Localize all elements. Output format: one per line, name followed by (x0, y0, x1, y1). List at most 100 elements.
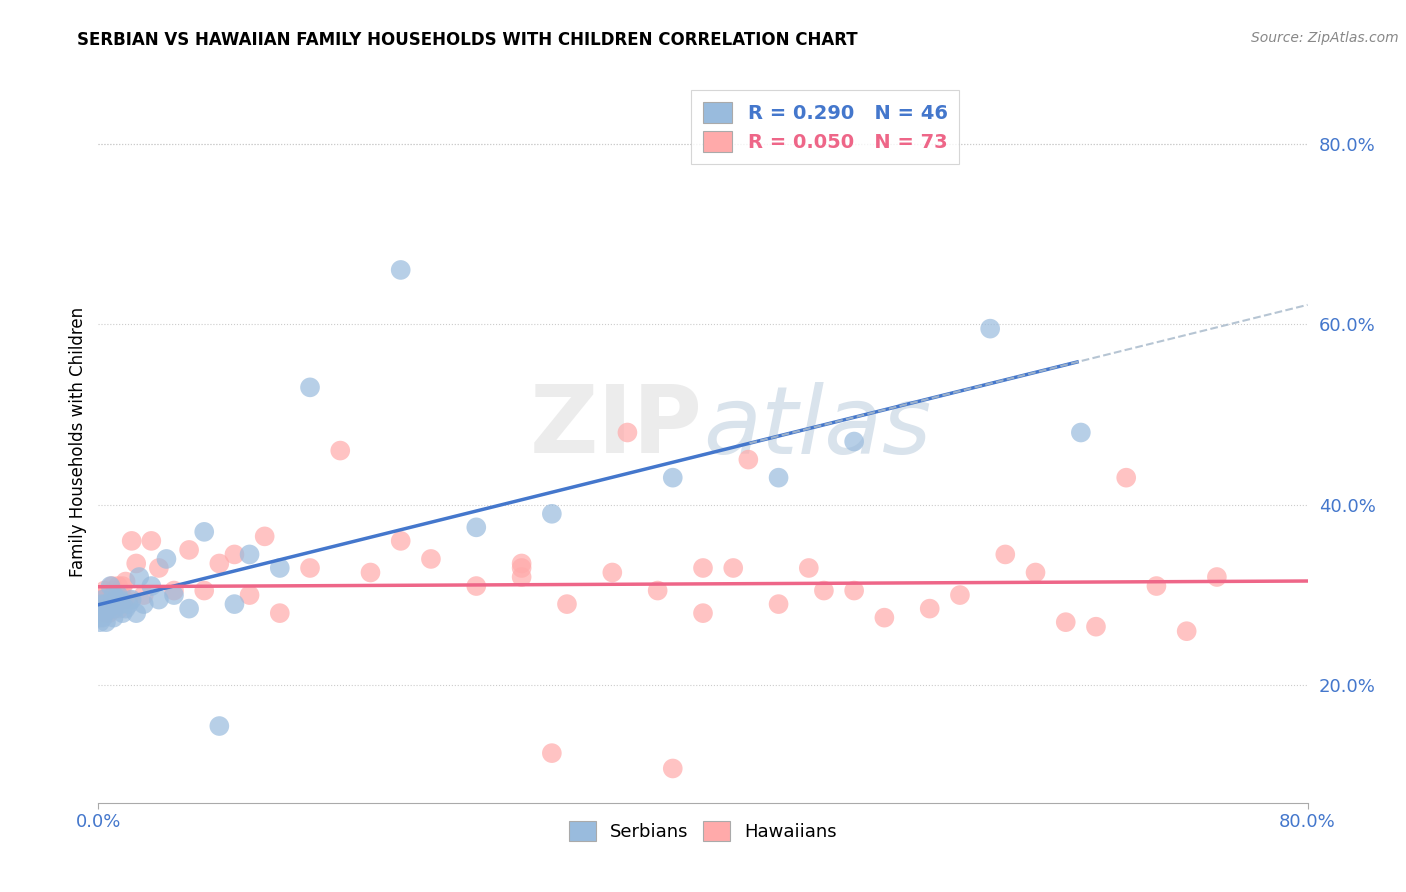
Point (1144, 579, 1167, 593)
Point (105, 592, 128, 607)
Point (141, 579, 163, 593)
Point (98, 601, 121, 615)
Point (141, 533, 163, 548)
Point (114, 601, 136, 615)
Point (98, 606, 121, 620)
Point (163, 588, 186, 602)
Point (100, 579, 122, 593)
Point (239, 548, 262, 562)
Point (96, 601, 118, 615)
Point (111, 579, 134, 593)
Point (105, 588, 128, 602)
Point (91, 592, 114, 607)
Point (1206, 570, 1229, 584)
Point (510, 557, 533, 571)
Point (540, 746, 562, 760)
Point (108, 601, 131, 615)
Point (179, 601, 201, 615)
Point (96, 597, 118, 611)
Point (163, 583, 186, 598)
Point (224, 597, 246, 611)
Point (94, 597, 117, 611)
Point (768, 597, 790, 611)
Point (89, 606, 111, 620)
Point (179, 542, 201, 557)
Point (101, 579, 124, 593)
Point (121, 592, 143, 607)
Point (1115, 471, 1137, 485)
Point (269, 606, 291, 620)
Point (132, 597, 155, 611)
Point (389, 533, 412, 548)
Point (510, 561, 533, 575)
Point (1175, 624, 1198, 639)
Text: ZIP: ZIP (530, 381, 703, 473)
Point (104, 601, 127, 615)
Point (647, 583, 669, 598)
Point (616, 425, 638, 440)
Point (768, 471, 790, 485)
Point (94, 606, 117, 620)
Point (1070, 425, 1092, 440)
Point (98, 588, 121, 602)
Point (979, 321, 1001, 335)
Point (118, 597, 141, 611)
Point (208, 719, 231, 733)
Point (299, 561, 322, 575)
Point (661, 471, 683, 485)
Point (103, 588, 125, 602)
Point (148, 561, 170, 575)
Point (329, 443, 352, 458)
Point (193, 524, 215, 539)
Point (107, 588, 129, 602)
Point (949, 588, 972, 602)
Point (89, 610, 111, 624)
Point (103, 610, 125, 624)
Point (555, 597, 578, 611)
Point (420, 552, 443, 566)
Text: SERBIAN VS HAWAIIAN FAMILY HOUSEHOLDS WITH CHILDREN CORRELATION CHART: SERBIAN VS HAWAIIAN FAMILY HOUSEHOLDS WI… (77, 31, 858, 49)
Point (193, 583, 215, 598)
Point (1024, 566, 1046, 580)
Point (91, 592, 114, 607)
Point (918, 601, 941, 615)
Point (737, 452, 759, 467)
Point (155, 552, 177, 566)
Point (90, 606, 112, 620)
Point (104, 592, 127, 607)
Point (90, 597, 112, 611)
Text: atlas: atlas (703, 382, 931, 473)
Point (661, 762, 683, 776)
Point (94, 592, 117, 607)
Point (844, 583, 866, 598)
Point (132, 588, 155, 602)
Point (118, 592, 141, 607)
Point (91, 610, 114, 624)
Point (239, 588, 262, 602)
Point (110, 597, 132, 611)
Point (93, 606, 115, 620)
Point (112, 592, 135, 607)
Point (93, 583, 115, 598)
Point (110, 588, 132, 602)
Point (101, 597, 124, 611)
Point (465, 520, 488, 534)
Point (94, 615, 117, 630)
Point (114, 574, 136, 589)
Point (1085, 620, 1108, 634)
Point (100, 592, 122, 607)
Point (465, 579, 488, 593)
Point (299, 380, 322, 394)
Point (692, 606, 714, 620)
Point (844, 434, 866, 449)
Point (208, 557, 231, 571)
Point (797, 561, 820, 575)
Point (1054, 615, 1077, 630)
Point (89, 592, 111, 607)
Point (224, 548, 246, 562)
Point (108, 592, 131, 607)
Point (723, 561, 745, 575)
Point (111, 606, 134, 620)
Point (89, 615, 111, 630)
Point (90, 601, 112, 615)
